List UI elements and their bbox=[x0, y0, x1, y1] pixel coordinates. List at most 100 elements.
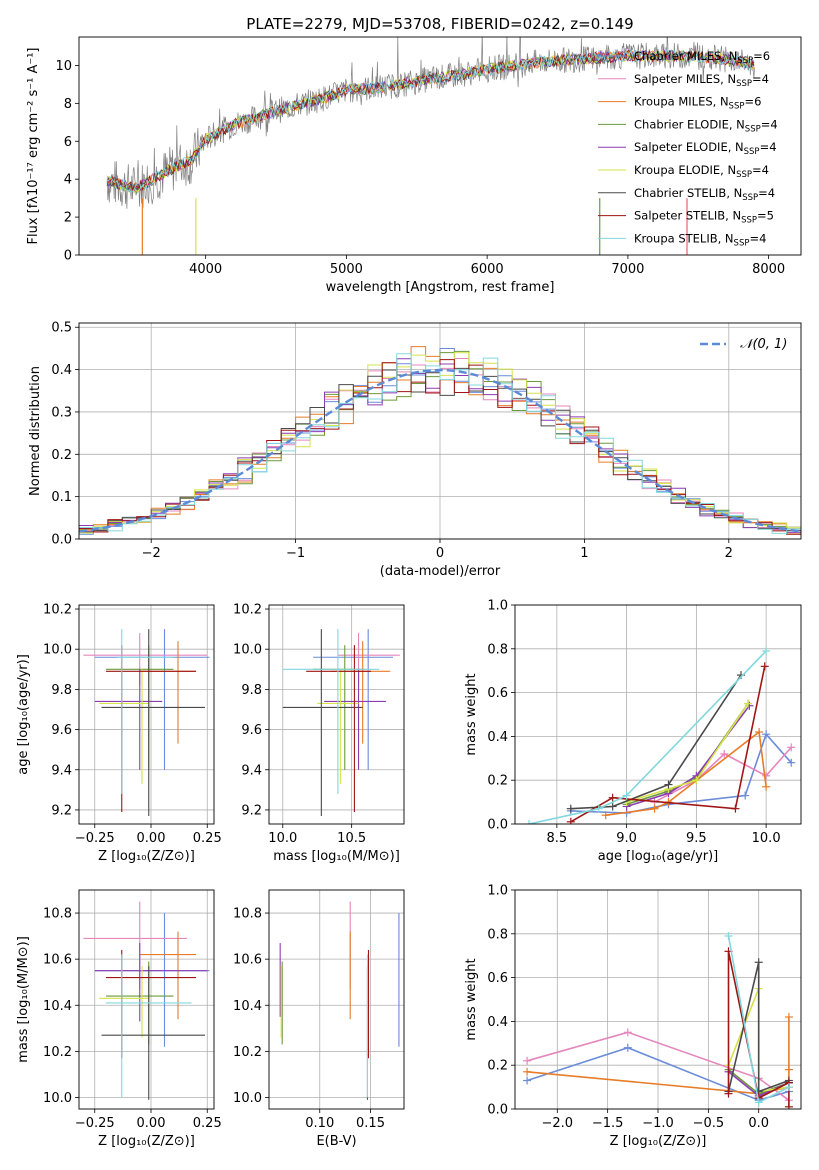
legend-entry: Chabrier STELIB, NSSP=4 bbox=[634, 186, 775, 203]
legend-entry: Chabrier ELODIE, NSSP=4 bbox=[634, 117, 778, 134]
x-axis-label: wavelength [Angstrom, rest frame] bbox=[326, 280, 555, 295]
y-tick-label: 9.4 bbox=[241, 763, 262, 778]
x-tick-label: −2.0 bbox=[542, 1116, 574, 1131]
y-tick-label: 0.0 bbox=[51, 533, 72, 548]
plot-area bbox=[83, 901, 210, 1100]
y-tick-label: 6 bbox=[64, 135, 72, 150]
x-tick-label: −0.25 bbox=[75, 1116, 115, 1131]
x-axis-label: age [log₁₀(age/yr)] bbox=[598, 849, 719, 864]
y-tick-label: 10.2 bbox=[43, 603, 72, 618]
plot-area bbox=[83, 629, 210, 816]
y-tick-label: 9.8 bbox=[51, 683, 72, 698]
y-tick-label: 10.0 bbox=[43, 643, 72, 658]
x-tick-label: 0.25 bbox=[193, 831, 222, 846]
legend-entry: Salpeter ELODIE, NSSP=4 bbox=[634, 140, 777, 157]
y-tick-label: 0.4 bbox=[487, 1015, 508, 1030]
x-tick-label: −1.0 bbox=[642, 1116, 674, 1131]
x-tick-label: −1.5 bbox=[592, 1116, 624, 1131]
axes-frame bbox=[78, 889, 215, 1110]
x-tick-label: 9.0 bbox=[616, 831, 637, 846]
model-kroupa-elodie bbox=[106, 49, 755, 194]
y-tick-label: 10.6 bbox=[43, 953, 72, 968]
y-tick-label: 10.2 bbox=[233, 603, 262, 618]
x-axis-label: (data-model)/error bbox=[380, 564, 501, 579]
y-tick-label: 0.3 bbox=[51, 405, 72, 420]
panel-residuals: −2 −1 0 1 2 0.0 0.1 0.2 0.3 0.4 0.5 (data-model)/er… bbox=[28, 321, 802, 579]
weight-line-kroupa-stelib bbox=[528, 650, 767, 824]
y-tick-label: 9.6 bbox=[51, 723, 72, 738]
y-tick-label: 10.2 bbox=[43, 1045, 72, 1060]
x-tick-label: 0.10 bbox=[305, 1116, 334, 1131]
model-salpeter-stelib bbox=[106, 48, 755, 193]
x-tick-label: −0.25 bbox=[75, 831, 115, 846]
y-tick-label: 0.2 bbox=[51, 448, 72, 463]
model-kroupa-stelib bbox=[106, 48, 755, 193]
y-tick-label: 10.0 bbox=[233, 1091, 262, 1106]
y-tick-label: 0.2 bbox=[487, 1059, 508, 1074]
panel-weight-vs-age: 8.5 9.0 9.5 10.0 0.0 0.2 0.4 0.6 0.8 1.0 age [log₁… bbox=[464, 599, 802, 864]
axes-frame bbox=[514, 604, 802, 825]
panel-weight-vs-Z: −2.0 −1.5 −1.0 −0.5 0.0 0.0 0.2 0.4 0.6 0.8 1.0 Z [… bbox=[464, 884, 802, 1149]
y-tick-label: 0 bbox=[64, 249, 72, 264]
y-tick-label: 10.6 bbox=[233, 953, 262, 968]
y-axis-label: Normed distribution bbox=[28, 366, 43, 496]
y-tick-label: 0.1 bbox=[51, 490, 72, 505]
model-chabrier-elodie bbox=[106, 49, 755, 195]
figure-title: PLATE=2279, MJD=53708, FIBERID=0242, z=0… bbox=[246, 15, 633, 33]
y-tick-label: 10.0 bbox=[233, 643, 262, 658]
x-tick-label: 2 bbox=[725, 546, 733, 561]
panel-age-vs-mass: 10.0 10.5 9.2 9.4 9.6 9.8 10.0 10.2 mass [log₁₀(… bbox=[233, 603, 405, 864]
normal-reference-curve bbox=[79, 368, 801, 533]
x-tick-label: −1 bbox=[286, 546, 305, 561]
y-axis-label: age [log₁₀(age/yr)] bbox=[16, 654, 31, 775]
x-tick-label: 10.5 bbox=[337, 831, 366, 846]
plot-area bbox=[279, 901, 400, 1100]
x-tick-label: 0.15 bbox=[356, 1116, 385, 1131]
y-tick-label: 9.2 bbox=[51, 803, 72, 818]
y-axis-label: mass weight bbox=[464, 958, 479, 1040]
y-tick-label: 1.0 bbox=[487, 599, 508, 614]
y-tick-label: 9.4 bbox=[51, 763, 72, 778]
y-tick-label: 10.8 bbox=[233, 907, 262, 922]
legend-entry: Kroupa MILES, NSSP=6 bbox=[634, 95, 761, 112]
x-axis-label: mass [log₁₀(M/M⊙)] bbox=[273, 849, 400, 864]
weight-line-chabrier-stelib bbox=[570, 674, 742, 810]
y-tick-label: 2 bbox=[64, 211, 72, 226]
y-tick-label: 0.4 bbox=[51, 363, 72, 378]
x-axis-label: Z [log₁₀(Z/Z⊙)] bbox=[610, 1134, 707, 1149]
plot-area bbox=[106, 37, 755, 255]
y-axis-label: Flux [fλ10⁻¹⁷ erg cm⁻² s⁻¹ A⁻¹] bbox=[26, 48, 41, 245]
x-tick-label: 4000 bbox=[189, 262, 222, 277]
y-tick-label: 0.0 bbox=[487, 818, 508, 833]
panel-age-vs-Z: −0.25 0.00 0.25 9.2 9.4 9.6 9.8 10.0 10.2 Z [log₁… bbox=[16, 603, 222, 864]
y-tick-label: 9.2 bbox=[241, 803, 262, 818]
x-tick-label: 10.0 bbox=[268, 831, 297, 846]
legend-entry: Kroupa ELODIE, NSSP=4 bbox=[634, 163, 769, 180]
plot-area bbox=[282, 629, 400, 816]
legend-entry: Salpeter STELIB, NSSP=5 bbox=[634, 209, 774, 226]
y-tick-label: 9.8 bbox=[241, 683, 262, 698]
y-tick-label: 0.8 bbox=[487, 642, 508, 657]
x-tick-label: 8000 bbox=[752, 262, 785, 277]
x-tick-label: 10.0 bbox=[752, 831, 781, 846]
x-tick-label: 6000 bbox=[471, 262, 504, 277]
x-tick-label: 0.0 bbox=[748, 1116, 769, 1131]
legend-entry: Kroupa STELIB, NSSP=4 bbox=[634, 231, 766, 248]
axes-frame bbox=[78, 322, 802, 540]
y-tick-label: 10.0 bbox=[43, 1091, 72, 1106]
weight-line-chabrier-miles bbox=[570, 732, 792, 814]
y-tick-label: 0.6 bbox=[487, 686, 508, 701]
x-tick-label: 5000 bbox=[330, 262, 363, 277]
weight-line-kroupa-elodie bbox=[626, 703, 749, 803]
x-tick-label: 0.00 bbox=[137, 1116, 166, 1131]
y-tick-label: 0.5 bbox=[51, 321, 72, 336]
histogram-kroupa-stelib bbox=[79, 353, 801, 534]
x-tick-label: 0 bbox=[436, 546, 444, 561]
x-axis-label: Z [log₁₀(Z/Z⊙)] bbox=[98, 1134, 195, 1149]
legend-entry: Chabrier MILES, NSSP=6 bbox=[634, 49, 770, 66]
x-tick-label: −2 bbox=[142, 546, 161, 561]
x-tick-label: 0.25 bbox=[193, 1116, 222, 1131]
y-tick-label: 10 bbox=[55, 59, 72, 74]
y-axis-label: mass weight bbox=[464, 673, 479, 755]
axes-frame bbox=[78, 36, 802, 256]
